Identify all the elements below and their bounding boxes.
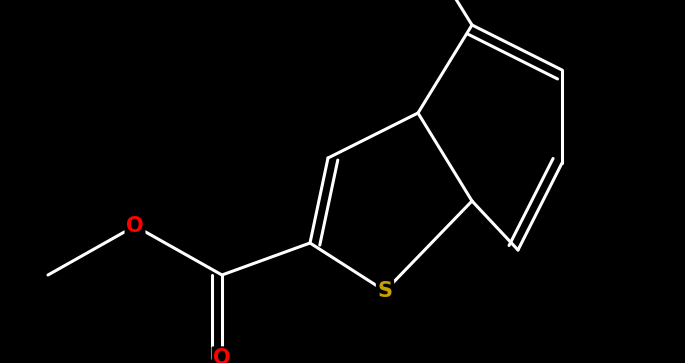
Text: S: S xyxy=(377,281,393,301)
Text: O: O xyxy=(126,216,144,236)
Text: O: O xyxy=(213,348,231,363)
